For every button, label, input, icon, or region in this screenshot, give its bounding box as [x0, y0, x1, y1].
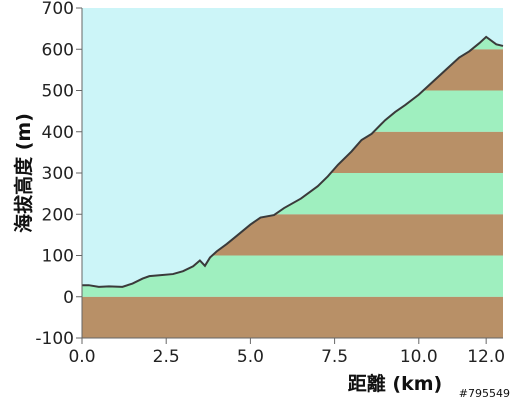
- y-axis-ticks: -100 0 100 200 300 400 500 600 700: [35, 0, 82, 349]
- x-tick-label: 2.5: [153, 347, 180, 367]
- x-axis-title: 距離 (km): [348, 372, 442, 395]
- x-tick-label: 0.0: [68, 347, 95, 367]
- y-tick-label: 300: [42, 164, 74, 184]
- elevation-band: [82, 296, 503, 338]
- y-tick-label: 400: [42, 123, 74, 143]
- x-tick-label: 10.0: [400, 347, 438, 367]
- y-tick-label: 0: [63, 288, 74, 308]
- elevation-profile-line: [82, 35, 504, 288]
- y-tick-label: -100: [35, 329, 74, 349]
- x-axis-ticks: 0.0 2.5 5.0 7.5 10.0 12.0: [68, 338, 505, 367]
- x-tick-label: 12.0: [467, 347, 505, 367]
- y-tick-label: 200: [42, 205, 74, 225]
- watermark-label: #795549: [459, 387, 510, 400]
- x-tick-label: 7.5: [321, 347, 348, 367]
- y-axis-title: 海拔高度 (m): [12, 113, 35, 233]
- x-tick-label: 5.0: [237, 347, 264, 367]
- y-tick-label: 500: [42, 82, 74, 102]
- y-tick-label: 600: [42, 40, 74, 60]
- y-tick-label: 100: [42, 247, 74, 267]
- y-tick-label: 700: [42, 0, 74, 19]
